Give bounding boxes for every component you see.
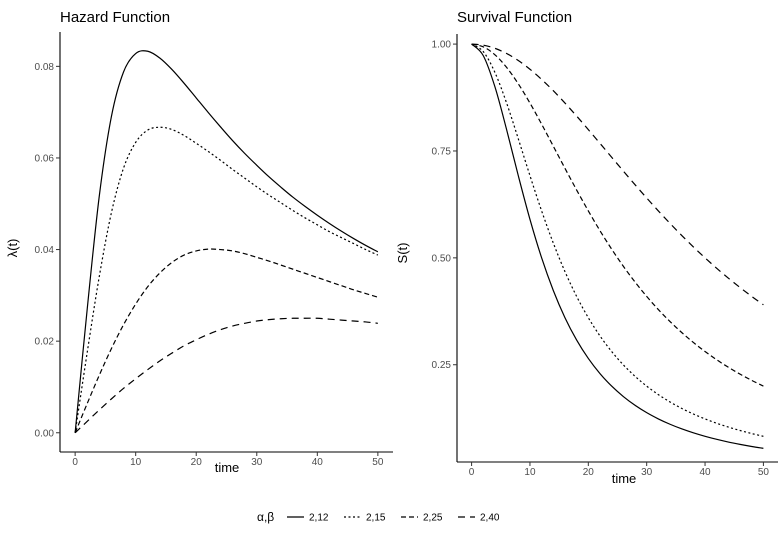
- x-tick-label: 0: [72, 457, 78, 468]
- survival-x-axis-label: time: [612, 471, 637, 486]
- legend-label: 2,15: [366, 513, 386, 524]
- y-tick-label: 0.50: [432, 253, 452, 264]
- legend-label: 2,25: [423, 513, 443, 524]
- y-tick-label: 0.75: [432, 146, 452, 157]
- x-tick-label: 30: [251, 457, 263, 468]
- y-tick-label: 0.06: [35, 153, 55, 164]
- hazard-title: Hazard Function: [60, 9, 170, 26]
- series-line-2-40: [74, 317, 378, 434]
- x-tick-label: 0: [469, 467, 475, 478]
- survival-panel: Survival Function time S(t) 0 10 20 30 40 50 0…: [395, 9, 778, 486]
- series-line-2-25: [74, 248, 379, 433]
- legend-label: 2,40: [480, 513, 500, 524]
- x-tick-label: 40: [699, 467, 711, 478]
- x-tick-label: 50: [758, 467, 770, 478]
- y-tick-label: 0.04: [35, 245, 55, 256]
- series-line-2-12: [471, 43, 764, 449]
- legend: α,β 2,12 2,15 2,25 2,40: [257, 510, 500, 524]
- y-tick-label: 1.00: [432, 40, 452, 51]
- series-line-2-15: [74, 126, 379, 433]
- series-line-2-40: [471, 43, 764, 306]
- hazard-panel: Hazard Function time λ(t) 0 10 20 30 40 50 0.0…: [5, 9, 393, 475]
- survival-y-axis-label: S(t): [395, 243, 410, 264]
- x-tick-label: 10: [524, 467, 536, 478]
- x-tick-label: 20: [191, 457, 203, 468]
- y-tick-label: 0.25: [432, 360, 452, 371]
- hazard-x-axis-label: time: [215, 460, 240, 475]
- y-tick-label: 0.00: [35, 428, 55, 439]
- x-tick-label: 50: [372, 457, 384, 468]
- x-tick-label: 10: [130, 457, 142, 468]
- legend-title: α,β: [257, 510, 274, 524]
- series-line-2-25: [471, 43, 764, 387]
- series-line-2-15: [471, 43, 764, 437]
- legend-label: 2,12: [309, 513, 329, 524]
- x-tick-label: 30: [641, 467, 653, 478]
- survival-title: Survival Function: [457, 9, 572, 26]
- x-tick-label: 20: [583, 467, 595, 478]
- hazard-y-axis-label: λ(t): [5, 239, 20, 258]
- y-tick-label: 0.02: [35, 337, 55, 348]
- y-tick-label: 0.08: [35, 62, 55, 73]
- x-tick-label: 40: [312, 457, 324, 468]
- series-line-2-12: [74, 50, 379, 433]
